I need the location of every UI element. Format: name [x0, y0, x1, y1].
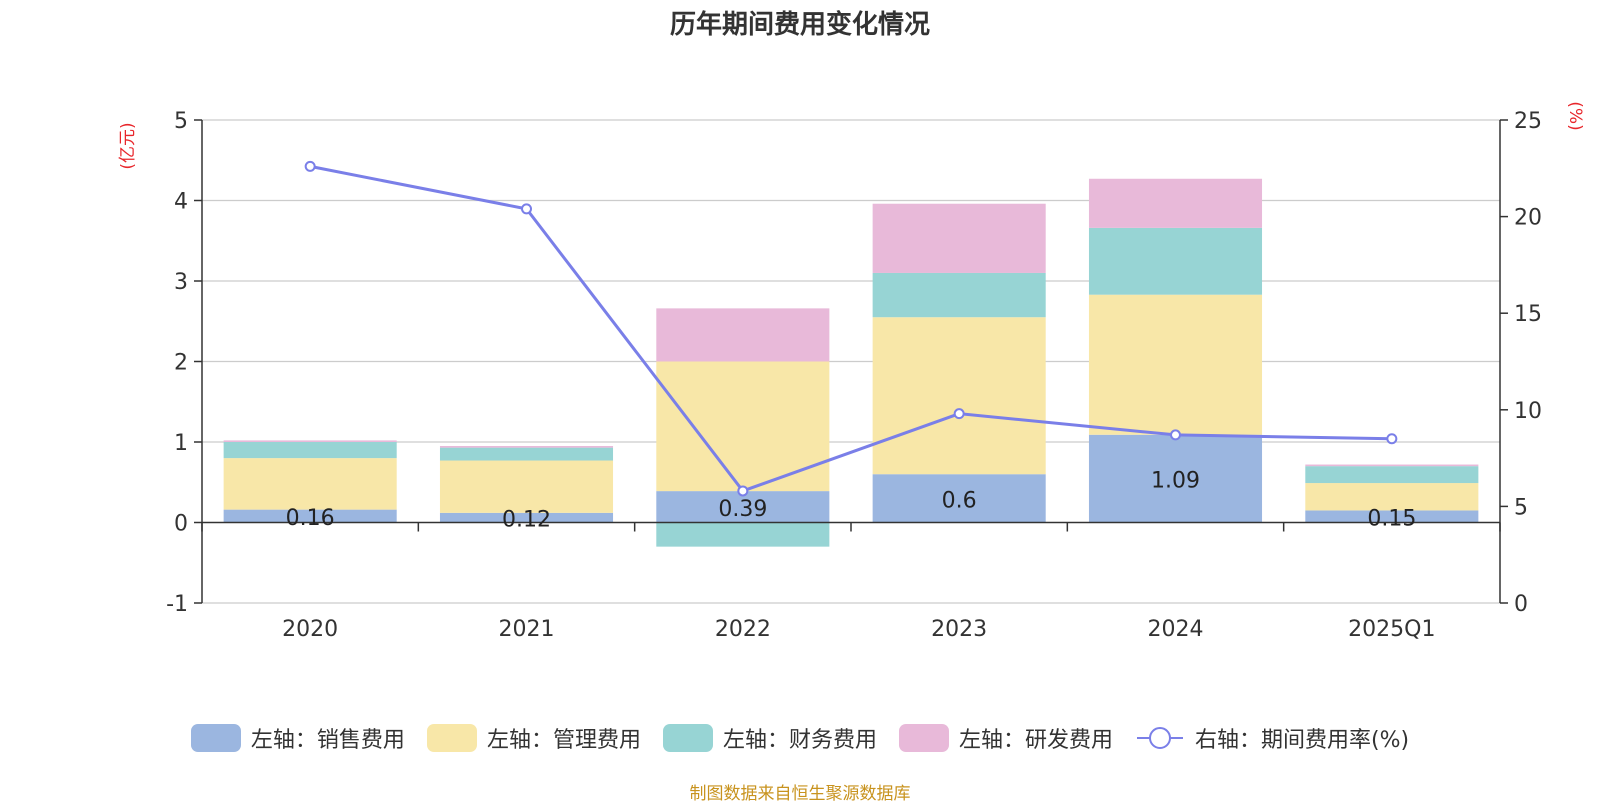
bar-2023-series-1 — [872, 317, 1046, 475]
left-axis-tick-label: 3 — [174, 270, 188, 295]
rate-point — [521, 203, 532, 215]
category-label: 2025Q1 — [1348, 617, 1435, 642]
rate-point — [953, 408, 965, 420]
bar-2023-series-3 — [872, 203, 1046, 273]
data-labels: 0.16 0.12 0.39 0.6 1.09 0.15 — [286, 469, 1417, 533]
left-axis-title: (亿元) — [118, 122, 138, 169]
bar-2024-series-1 — [1088, 294, 1263, 435]
bar-2020-series-0 — [223, 509, 397, 523]
bar-layer — [223, 178, 1479, 547]
source-note: 制图数据来自恒生聚源数据库 — [689, 784, 911, 804]
category-label: 2022 — [715, 617, 771, 642]
chart-title: 历年期间费用变化情况 — [669, 10, 930, 40]
legend-item[interactable]: 左轴：研发费用 — [898, 722, 1113, 754]
legend: 左轴：销售费用 左轴：管理费用 左轴：财务费用 左轴：研发费用 右轴：期间费用率(%) — [0, 718, 1600, 758]
bar-2020-series-3 — [223, 440, 397, 442]
data-label-sales: 0.39 — [718, 497, 767, 522]
bar-2025Q1-series-1 — [1305, 483, 1479, 511]
rate-point — [1170, 429, 1181, 441]
legend-item[interactable]: 左轴：销售费用 — [190, 722, 405, 754]
legend-label: 左轴：财务费用 — [722, 728, 877, 753]
bar-2023-series-2 — [872, 272, 1046, 318]
bar-2020-series-2 — [223, 442, 397, 459]
right-axis-tick-label: 0 — [1514, 592, 1528, 617]
rate-point — [1386, 433, 1398, 445]
legend-swatch — [426, 724, 477, 752]
rate-line — [309, 164, 1392, 493]
legend-swatch — [662, 724, 713, 752]
right-axis-tick-label: 5 — [1514, 495, 1528, 520]
bar-2024-series-2 — [1088, 227, 1263, 295]
bar-2021-series-2 — [439, 447, 614, 461]
legend-swatch — [190, 724, 241, 752]
grid-lines — [202, 119, 1500, 604]
right-axis-title: (%) — [1565, 101, 1585, 130]
data-label-sales: 0.15 — [1367, 506, 1416, 531]
bar-2021-series-3 — [439, 446, 614, 448]
legend-swatch — [898, 724, 949, 752]
rate-line-layer — [304, 160, 1398, 497]
category-label: 2024 — [1148, 617, 1204, 642]
right-axis-tick-label: 25 — [1514, 109, 1542, 134]
bar-2022-series-2 — [656, 522, 830, 547]
bar-2021-series-0 — [439, 512, 614, 523]
legend-label: 左轴：销售费用 — [250, 728, 405, 753]
left-axis-tick-label: 1 — [174, 431, 188, 456]
category-label: 2020 — [282, 617, 338, 642]
left-axis-tick-label: 4 — [174, 190, 188, 215]
bar-2023-series-0 — [872, 474, 1046, 523]
legend-label: 右轴：期间费用率(%) — [1194, 728, 1410, 753]
rate-point — [304, 160, 316, 172]
legend-label: 左轴：管理费用 — [486, 728, 641, 753]
bar-2022-series-3 — [656, 308, 830, 362]
data-label-sales: 1.09 — [1151, 469, 1200, 494]
right-axis-tick-label: 20 — [1514, 206, 1542, 231]
legend-item[interactable]: 右轴：期间费用率(%) — [1135, 722, 1409, 754]
bar-2025Q1-series-2 — [1305, 466, 1479, 484]
category-label: 2023 — [931, 617, 987, 642]
bar-2022-series-1 — [656, 361, 830, 492]
bar-2020-series-1 — [223, 458, 397, 510]
bar-2025Q1-series-3 — [1305, 464, 1479, 467]
right-axis-tick-label: 15 — [1514, 302, 1542, 327]
data-label-sales: 0.16 — [286, 506, 335, 531]
data-label-sales: 0.6 — [942, 488, 977, 513]
left-axis-tick-label: 2 — [174, 351, 188, 376]
category-label: 2021 — [499, 617, 555, 642]
bar-2025Q1-series-0 — [1305, 510, 1479, 523]
legend-item[interactable]: 左轴：财务费用 — [662, 722, 877, 754]
legend-label: 左轴：研发费用 — [958, 728, 1113, 753]
data-label-sales: 0.12 — [502, 508, 551, 533]
bar-2024-series-0 — [1088, 434, 1263, 523]
left-axis-tick-label: 0 — [174, 512, 188, 537]
bar-2021-series-1 — [439, 460, 614, 513]
axes: -1 0 1 2 3 4 5 0 5 10 15 20 25 (亿元) (%) 2020 2021 2022 202… — [118, 101, 1585, 642]
left-axis-tick-label: 5 — [174, 109, 188, 134]
right-axis-tick-label: 10 — [1514, 399, 1542, 424]
legend-line-swatch — [1136, 727, 1183, 749]
left-axis-tick-label: -1 — [166, 592, 188, 617]
legend-item[interactable]: 左轴：管理费用 — [426, 722, 641, 754]
rate-point — [737, 485, 749, 497]
bar-2024-series-3 — [1088, 178, 1263, 228]
